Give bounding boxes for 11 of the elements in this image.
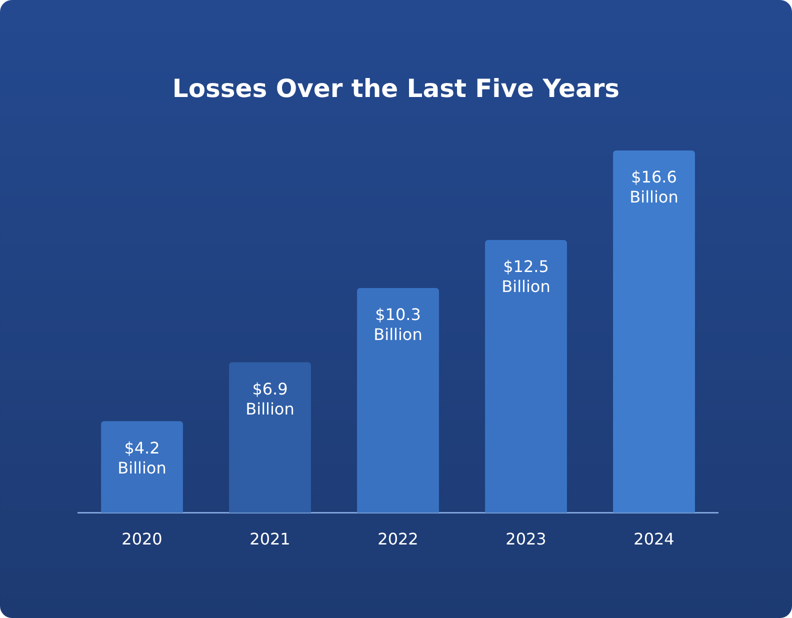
- x-tick-label: 2021: [250, 530, 290, 549]
- x-tick-label: 2024: [634, 530, 674, 549]
- x-tick-label: 2023: [506, 530, 546, 549]
- data-label: $16.6 Billion: [630, 168, 678, 207]
- data-label: $4.2 Billion: [118, 438, 166, 478]
- data-label: $6.9 Billion: [246, 379, 294, 418]
- data-label: $12.5 Billion: [502, 257, 550, 296]
- chart-title: Losses Over the Last Five Years: [171, 74, 621, 103]
- data-label: $10.3 Billion: [374, 305, 422, 344]
- x-tick-label: 2022: [378, 530, 418, 549]
- x-tick-label: 2020: [122, 530, 162, 549]
